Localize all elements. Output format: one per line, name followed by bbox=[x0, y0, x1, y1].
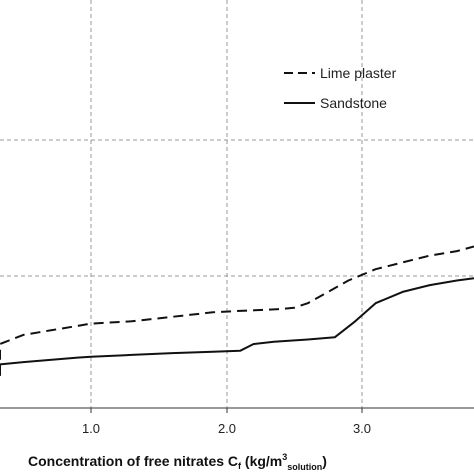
series-line-sandstone bbox=[0, 277, 474, 376]
legend-label-sandstone: Sandstone bbox=[320, 95, 387, 111]
x-tick-label-3: 3.0 bbox=[353, 421, 371, 436]
x-tick-label-1: 1.0 bbox=[82, 421, 100, 436]
series-layer bbox=[0, 245, 474, 376]
x-tick-label-2: 2.0 bbox=[218, 421, 236, 436]
legend: Lime plaster Sandstone bbox=[284, 65, 397, 111]
grid-lines bbox=[0, 0, 474, 408]
x-axis-title: Concentration of free nitrates Cf (kg/m3… bbox=[28, 452, 327, 472]
legend-label-lime-plaster: Lime plaster bbox=[320, 65, 397, 81]
x-ticks: 1.0 2.0 3.0 bbox=[82, 408, 371, 436]
series-line-lime-plaster bbox=[0, 245, 474, 376]
